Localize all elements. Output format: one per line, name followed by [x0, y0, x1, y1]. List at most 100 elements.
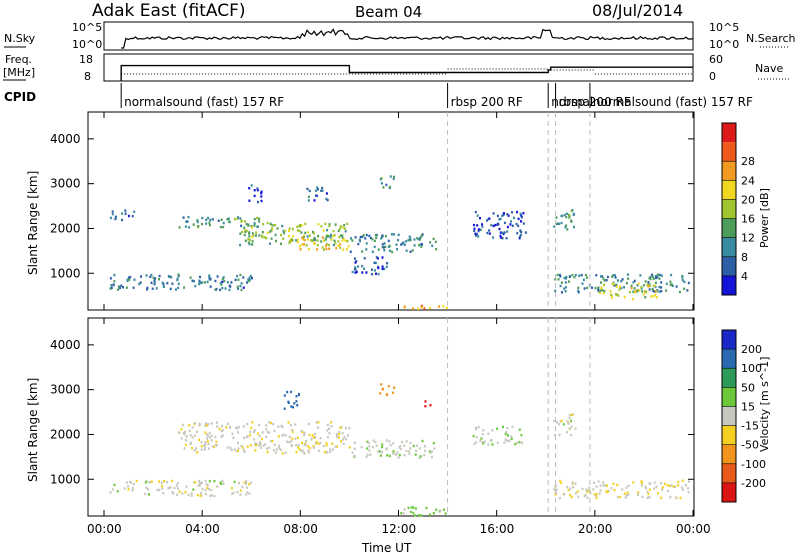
power-cell [492, 236, 495, 239]
power-cell [233, 217, 236, 221]
power-cell [494, 223, 497, 227]
power-cell [262, 223, 265, 226]
y-tick-label: 3000 [50, 383, 81, 397]
velocity-cell [586, 489, 589, 492]
velocity-cell [198, 484, 201, 487]
power-cell [502, 213, 505, 216]
velocity-cell [482, 442, 485, 445]
power-cell [324, 238, 327, 241]
velocity-cell [392, 452, 395, 455]
velocity-cell [592, 488, 595, 491]
power-cell [316, 243, 319, 247]
velocity-cell [286, 440, 289, 443]
power-cell [351, 270, 354, 274]
power-cell [127, 276, 130, 279]
velocity-cell [339, 426, 342, 429]
power-cell [476, 224, 479, 227]
power-scatter-cells [109, 175, 690, 310]
power-cell [342, 226, 345, 229]
velocity-cell [166, 480, 168, 484]
velocity-cell [312, 444, 315, 448]
velocity-cell [661, 486, 664, 489]
power-cell [602, 277, 605, 280]
power-cell [613, 284, 616, 287]
power-cell [121, 212, 124, 215]
velocity-cell [332, 448, 334, 451]
velocity-cell [623, 492, 626, 495]
power-cell [280, 242, 282, 245]
power-cell [162, 285, 165, 288]
velocity-cell [372, 439, 375, 442]
power-cell [244, 229, 247, 232]
power-cell [303, 243, 305, 246]
velocity-cell [408, 450, 411, 453]
velocity-cell [646, 490, 649, 493]
velocity-cell [613, 488, 616, 492]
velocity-cell [555, 492, 558, 495]
colorbar-tick-label: 50 [741, 381, 755, 394]
power-cell [600, 275, 602, 278]
colorbar-swatch [722, 349, 736, 369]
velocity-cell [583, 494, 586, 498]
power-cell [302, 235, 305, 239]
power-cell [503, 221, 506, 225]
power-cell [230, 281, 233, 284]
power-cell [435, 247, 438, 251]
power-cell [357, 265, 360, 268]
power-cell [269, 222, 272, 225]
velocity-cell [255, 443, 258, 447]
velocity-cell [562, 423, 565, 426]
velocity-cell [398, 446, 401, 449]
power-cell [248, 232, 250, 235]
power-cell [632, 290, 635, 293]
power-cell [656, 276, 659, 279]
velocity-cell [477, 426, 480, 429]
power-cell [498, 227, 501, 231]
power-cell [153, 282, 156, 286]
power-cell [333, 239, 336, 242]
power-cell [373, 239, 376, 243]
velocity-cell [410, 506, 413, 509]
velocity-cell [675, 496, 678, 499]
power-cell [308, 189, 311, 193]
power-cell [260, 199, 263, 203]
velocity-cell [305, 439, 308, 443]
velocity-cell [293, 402, 296, 405]
velocity-cell [270, 421, 273, 425]
velocity-cell [173, 486, 176, 490]
power-cell [616, 293, 618, 296]
velocity-cell [674, 485, 677, 488]
power-cell [322, 229, 325, 232]
velocity-cell [506, 427, 509, 430]
velocity-cell [685, 484, 687, 487]
velocity-cell [669, 495, 672, 499]
velocity-cell [669, 484, 671, 488]
colorbar-swatch [722, 444, 736, 464]
velocity-colorbar-label: Velocity [m s^-1] [758, 357, 771, 452]
power-cell [339, 227, 342, 230]
power-cell [110, 286, 113, 290]
velocity-cell [189, 442, 192, 446]
velocity-cell [150, 480, 153, 483]
power-cell [595, 274, 598, 277]
velocity-cell [616, 495, 619, 499]
power-cell [288, 241, 291, 245]
power-cell [687, 281, 690, 285]
cpid-segment-label: rbsp 200 RF [451, 95, 523, 109]
power-cell [473, 229, 476, 232]
velocity-cell [338, 430, 341, 434]
velocity-cell [482, 429, 485, 432]
velocity-cell [213, 445, 216, 449]
power-cell [236, 285, 239, 288]
velocity-cell [218, 427, 221, 431]
power-cell [215, 287, 218, 291]
velocity-cell [286, 390, 289, 394]
velocity-cell [481, 440, 484, 444]
velocity-cell [248, 492, 251, 495]
power-cell [518, 237, 521, 240]
power-cell [520, 216, 523, 219]
power-cell [269, 242, 271, 245]
power-cell [162, 282, 165, 286]
power-cell [660, 290, 663, 293]
power-cell [506, 230, 509, 233]
